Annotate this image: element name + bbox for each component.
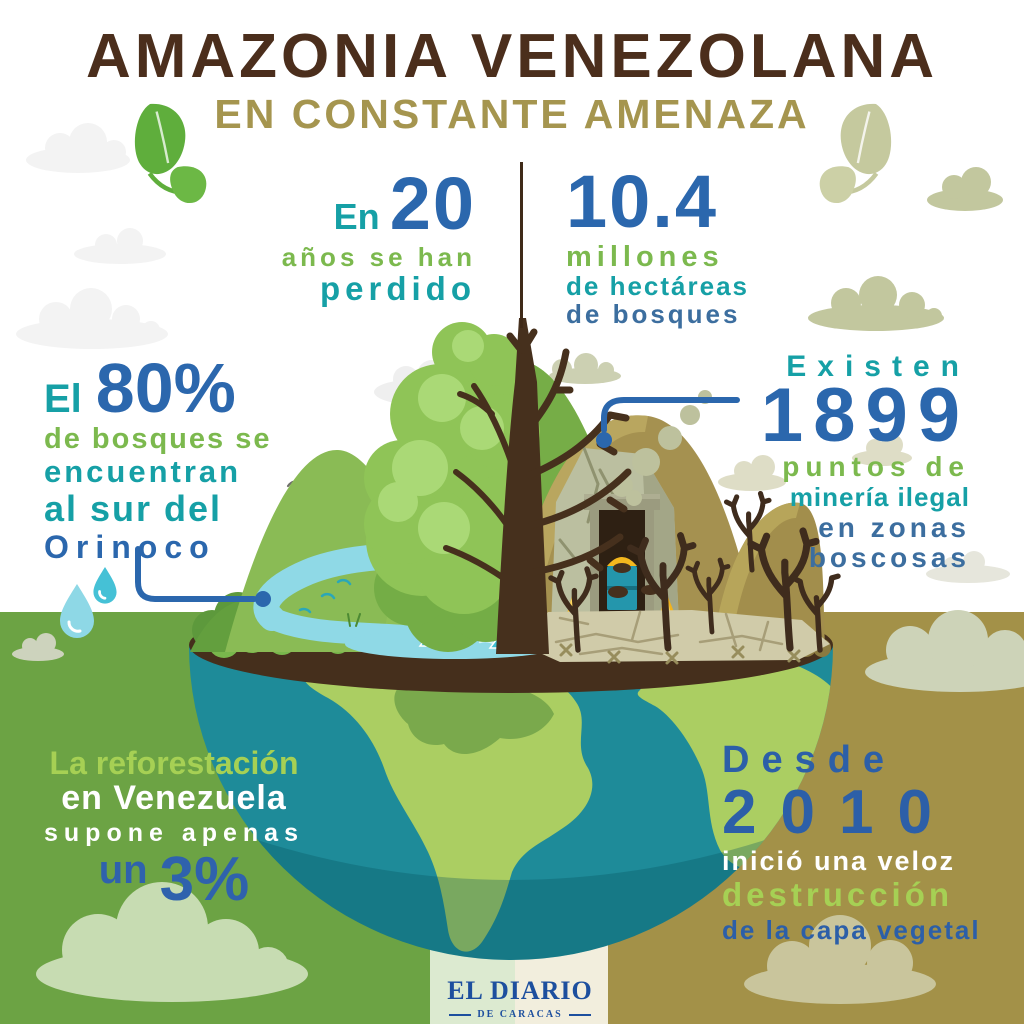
water-drop-icon — [60, 566, 117, 638]
publisher-name: EL DIARIO — [447, 976, 593, 1005]
stat-destruction-line1: Desde — [722, 739, 897, 781]
stat-hectares-lost: 10.4 millones de hectáreas de bosques — [566, 160, 749, 330]
cloud-icon — [16, 123, 168, 349]
stat-illegal-mining: Existen 1899 puntos de minería ilegal en… — [760, 350, 970, 573]
stat-location-value: 80% — [95, 349, 236, 427]
leaf-icon — [819, 103, 892, 204]
stat-hectares-value: 10.4 — [566, 160, 719, 243]
stat-destruction-line5: de la capa vegetal — [722, 914, 981, 945]
globe-shadow-band — [200, 820, 822, 960]
dead-tree-icon — [548, 490, 841, 653]
stat-period-line3: perdido — [320, 269, 476, 307]
stat-mining-line6: boscosas — [808, 541, 970, 573]
continent-venezuela-highlight — [394, 679, 554, 755]
stat-mining-line1: Existen — [786, 350, 970, 383]
logo-dash-right — [568, 1013, 591, 1016]
stat-location-line3: encuentran — [44, 454, 242, 489]
cloud-icon — [808, 167, 1003, 331]
stat-location-line5: Orinoco — [44, 528, 216, 565]
leaf-icon — [134, 103, 207, 204]
stat-location-line4: al sur del — [44, 488, 223, 530]
smoke-icon — [611, 390, 712, 506]
publisher-tagline: DE CARACAS — [477, 1009, 563, 1020]
stat-destruction-value: 2010 — [722, 778, 956, 848]
stat-mining-line4: minería ilegal — [789, 481, 970, 512]
stat-reforestation-prefix: un — [98, 848, 148, 893]
stat-forest-location: El 80% de bosques se encuentran al sur d… — [44, 349, 272, 565]
stat-destruction-line4: destrucción — [722, 876, 954, 914]
stat-period-prefix: En — [333, 196, 380, 237]
stat-hectares-line3: de hectáreas — [566, 270, 749, 301]
cloud-icon — [36, 882, 936, 1004]
stat-location-line2: de bosques se — [44, 422, 272, 455]
stat-hectares-line2: millones — [566, 240, 724, 273]
logo-dash-left — [449, 1013, 472, 1016]
stat-mining-value: 1899 — [760, 373, 970, 459]
stat-destruction-line3: inició una veloz — [722, 845, 956, 876]
stat-vegetation-destruction: Desde 2010 inició una veloz destrucción … — [722, 739, 992, 945]
page-title: AMAZONIA VENEZOLANA — [85, 22, 939, 91]
stat-reforestation-value: 3% — [159, 845, 250, 915]
stat-reforestation-line2: en Venezuela — [61, 779, 287, 818]
cloud-icon — [12, 610, 1024, 692]
stat-period-line2: años se han — [281, 241, 476, 272]
stat-deforestation-period: En 20 años se han perdido — [281, 162, 476, 307]
callout-line-left — [135, 546, 271, 607]
publisher-logo: EL DIARIO DE CARACAS — [430, 976, 610, 1021]
divider-line — [520, 162, 523, 328]
page-subtitle: EN CONSTANTE AMENAZA — [214, 91, 810, 137]
stat-hectares-line4: de bosques — [566, 299, 741, 330]
cloud-icon — [718, 434, 912, 491]
stat-mining-line3: puntos de — [782, 451, 970, 483]
stat-period-value: 20 — [389, 162, 476, 245]
stat-reforestation-line1: La reforestación — [49, 745, 299, 781]
callout-line-right — [596, 397, 740, 448]
landscape — [190, 318, 841, 665]
stat-mining-line5: en zonas — [818, 512, 970, 544]
stat-reforestation: La reforestación en Venezuela supone ape… — [36, 745, 312, 915]
stat-location-prefix: El — [44, 377, 82, 421]
tree-icon — [364, 318, 632, 654]
stat-reforestation-line3: supone apenas — [44, 818, 304, 847]
